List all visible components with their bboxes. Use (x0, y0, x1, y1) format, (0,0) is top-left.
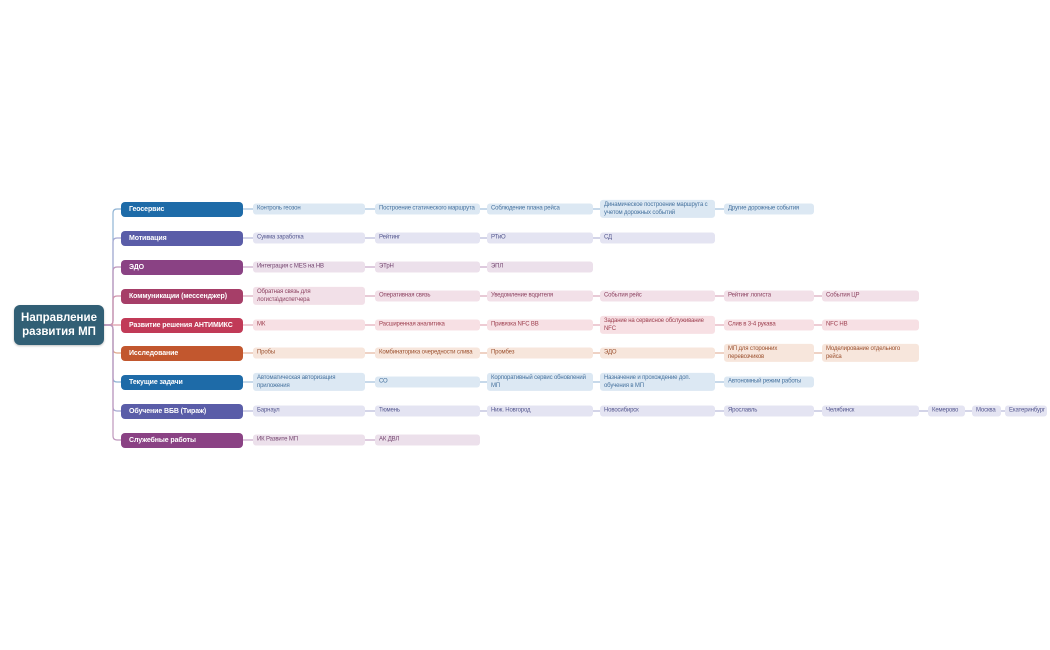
branch-node[interactable]: Обучение ВБВ (Тираж) (121, 403, 243, 419)
branch-label: Исследование (129, 349, 179, 357)
child-node[interactable]: Слив в 3-4 рукава (724, 319, 814, 331)
child-node[interactable]: Привязка NFC ВВ (487, 319, 593, 331)
child-node[interactable]: Комбинаторика очередности слива (375, 347, 480, 359)
child-node[interactable]: Промбез (487, 347, 593, 359)
branch-node[interactable]: Развитие решения АНТИМИКС (121, 317, 243, 333)
child-node[interactable]: Построение статического маршрута (375, 203, 480, 215)
branch-label: ЭДО (129, 263, 144, 271)
child-node[interactable]: ЭДО (600, 347, 715, 359)
child-node[interactable]: Барнаул (253, 405, 365, 417)
child-node[interactable]: ЭПЛ (487, 261, 593, 273)
branch-node[interactable]: Мотивация (121, 230, 243, 246)
child-node[interactable]: Новосибирск (600, 405, 715, 417)
branch-label: Геосервис (129, 205, 165, 213)
branch-node[interactable]: ЭДО (121, 259, 243, 275)
branch-label: Обучение ВБВ (Тираж) (129, 407, 207, 415)
child-node[interactable]: РТиО (487, 232, 593, 244)
child-node[interactable]: Тюмень (375, 405, 480, 417)
child-node[interactable]: МП для сторонних перевозчиков (724, 343, 814, 363)
branch-node[interactable]: Текущие задачи (121, 374, 243, 390)
child-node[interactable]: Уведомление водителя (487, 290, 593, 302)
child-node[interactable]: Расширенная аналитика (375, 319, 480, 331)
child-node[interactable]: Москва (972, 405, 1001, 417)
root-node[interactable]: Направление развития МП (14, 305, 104, 345)
child-node[interactable]: МК (253, 319, 365, 331)
branch-label: Служебные работы (129, 436, 196, 444)
child-node[interactable]: Интеграция с MES на НВ (253, 261, 365, 273)
child-node[interactable]: Ниж. Новгород (487, 405, 593, 417)
child-node[interactable]: Корпоративный сервис обновлений МП (487, 372, 593, 392)
connector (103, 324, 122, 441)
child-node[interactable]: ИК Развите МП (253, 434, 365, 446)
child-node[interactable]: NFC НВ (822, 319, 919, 331)
child-node[interactable]: Задание на сервисное обслуживание NFC (600, 315, 715, 335)
child-node[interactable]: Ярославль (724, 405, 814, 417)
branch-label: Развитие решения АНТИМИКС (129, 321, 233, 329)
child-node[interactable]: Пробы (253, 347, 365, 359)
branch-node[interactable]: Коммуникации (мессенджер) (121, 288, 243, 304)
child-node[interactable]: Кемерово (928, 405, 965, 417)
child-node[interactable]: АК ДВЛ (375, 434, 480, 446)
branch-label: Мотивация (129, 234, 167, 242)
child-node[interactable]: Челябинск (822, 405, 919, 417)
child-node[interactable]: Соблюдение плана рейса (487, 203, 593, 215)
branch-node[interactable]: Геосервис (121, 201, 243, 217)
child-node[interactable]: Обратная связь для логиста\диспетчера (253, 286, 365, 306)
branch-node[interactable]: Исследование (121, 345, 243, 361)
child-node[interactable]: Назначение и прохождение доп. обучения в… (600, 372, 715, 392)
child-node[interactable]: События ЦР (822, 290, 919, 302)
branch-label: Текущие задачи (129, 378, 183, 386)
child-node[interactable]: Контроль геозон (253, 203, 365, 215)
child-node[interactable]: ЭТрН (375, 261, 480, 273)
child-node[interactable]: Другие дорожные события (724, 203, 814, 215)
child-node[interactable]: Сумма заработка (253, 232, 365, 244)
child-node[interactable]: Оперативная связь (375, 290, 480, 302)
child-node[interactable]: СД (600, 232, 715, 244)
branch-label: Коммуникации (мессенджер) (129, 292, 227, 300)
child-node[interactable]: Екатеринбург (1005, 405, 1047, 417)
child-node[interactable]: Рейтинг (375, 232, 480, 244)
child-node[interactable]: Автоматическая авторизация приложения (253, 372, 365, 392)
child-node[interactable]: Динамическое построение маршрута с учето… (600, 199, 715, 219)
child-node[interactable]: Автономный режим работы (724, 376, 814, 388)
child-node[interactable]: Моделирование отдельного рейса (822, 343, 919, 363)
branch-node[interactable]: Служебные работы (121, 432, 243, 448)
child-node[interactable]: СО (375, 376, 480, 388)
child-node[interactable]: События рейс (600, 290, 715, 302)
child-node[interactable]: Рейтинг логиста (724, 290, 814, 302)
connector (103, 295, 122, 326)
